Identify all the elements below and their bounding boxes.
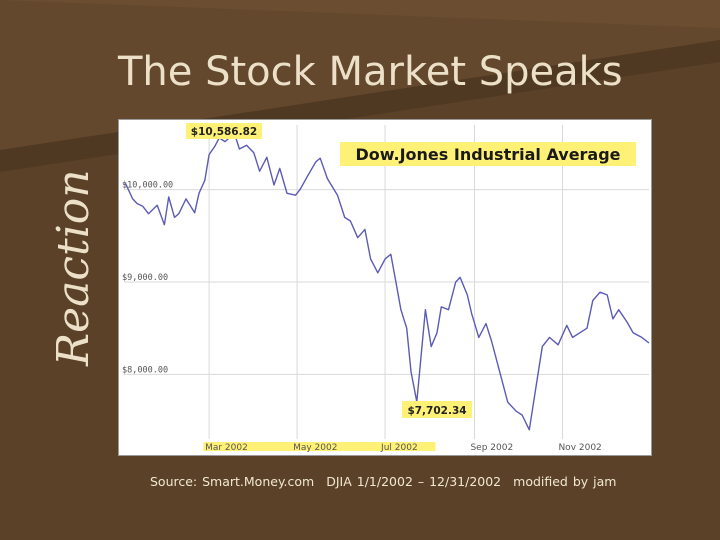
low-annotation-label: $7,702.34 (407, 405, 466, 417)
low-annotation-box (402, 401, 472, 418)
date-range: DJIA 1/1/2002 – 12/31/2002 (326, 474, 502, 489)
x-tick-label: Mar 2002 (205, 443, 248, 453)
x-axis-highlight (203, 442, 436, 451)
chart-canvas: Mar 2002 May 2002 Jul 2002 Sep 2002 Nov 2002… (118, 119, 652, 456)
slide-title: The Stock Market Speaks (118, 49, 623, 95)
y-tick-label: $10,000.00 (122, 181, 173, 191)
y-tick-label: $8,000.00 (122, 365, 168, 375)
x-tick-label: Sep 2002 (470, 443, 513, 453)
high-annotation-box (186, 123, 262, 139)
side-label: Reaction (48, 169, 99, 366)
x-tick-label: Jul 2002 (380, 443, 418, 453)
x-tick-label: Nov 2002 (558, 443, 601, 453)
chart-title: Dow.Jones Industrial Average (355, 145, 620, 164)
source-credit: Source: Smart.Money.com (150, 474, 315, 489)
chart-title-box (340, 142, 636, 166)
x-tick-label: May 2002 (293, 443, 337, 453)
modified-credit: modified by jam (513, 474, 617, 489)
djia-series-line (124, 134, 650, 431)
y-tick-label: $9,000.00 (122, 273, 168, 283)
high-annotation-label: $10,586.82 (191, 126, 257, 138)
source-line: Source: Smart.Money.com DJIA 1/1/2002 – 1… (150, 474, 710, 489)
djia-chart: Mar 2002 May 2002 Jul 2002 Sep 2002 Nov 2002… (118, 119, 652, 456)
